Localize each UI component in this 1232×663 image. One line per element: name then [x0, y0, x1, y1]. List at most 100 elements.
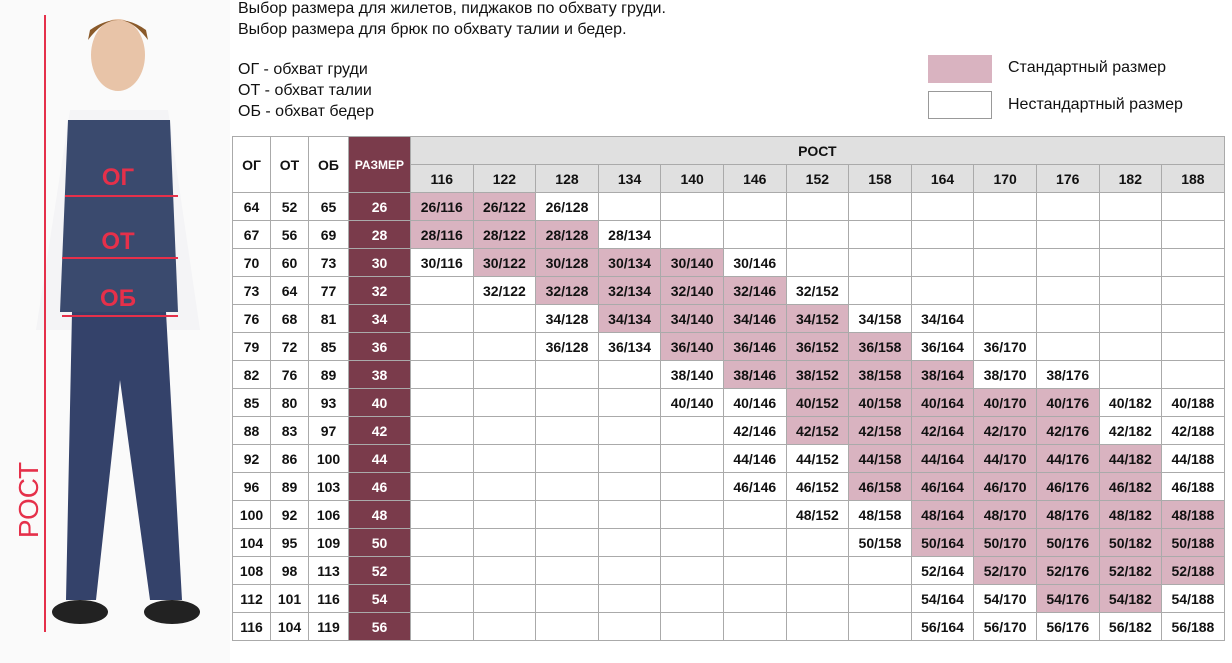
size-height-cell	[1161, 192, 1225, 221]
size-table: ОГ ОТ ОБ РАЗМЕР РОСТ 116 122 128 134 140 146 152 158…	[232, 136, 1225, 641]
size-cell: 40	[348, 388, 411, 417]
height-value: 146	[722, 164, 787, 193]
table-row: 108 98 113 52 52/164 52/170 52/176 52/182 52/188	[232, 556, 1225, 585]
size-height-cell	[472, 304, 537, 333]
size-height-cell: 32/122	[472, 276, 537, 305]
size-cell: 42	[348, 416, 411, 445]
size-height-cell	[1098, 276, 1163, 305]
measure-cell: 104	[270, 612, 309, 641]
size-cell: 46	[348, 472, 411, 501]
size-height-cell	[722, 584, 787, 613]
size-height-cell: 50/170	[973, 528, 1037, 557]
size-height-cell	[535, 360, 599, 389]
size-height-cell: 48/188	[1161, 500, 1225, 529]
measure-cell: 68	[270, 304, 309, 333]
abbreviation: ОБ - обхват бедер	[238, 103, 374, 120]
size-height-cell: 42/158	[848, 416, 912, 445]
measure-cell: 92	[232, 444, 271, 473]
size-height-cell	[472, 416, 537, 445]
size-height-cell: 40/182	[1098, 388, 1163, 417]
measure-cell: 65	[308, 192, 349, 221]
size-height-cell	[660, 220, 724, 249]
size-height-cell: 40/170	[973, 388, 1037, 417]
size-cell: 32	[348, 276, 411, 305]
size-height-cell	[472, 444, 537, 473]
height-value: 152	[785, 164, 850, 193]
measure-cell: 77	[308, 276, 349, 305]
height-value: 116	[410, 164, 474, 193]
size-height-cell: 56/170	[973, 612, 1037, 641]
size-height-cell	[472, 472, 537, 501]
size-height-cell: 48/182	[1098, 500, 1163, 529]
trousers	[66, 312, 182, 600]
size-height-cell: 32/134	[597, 276, 662, 305]
table-row: 79 72 85 36 36/128 36/134 36/140 36/146 36/152 36…	[232, 332, 1225, 361]
table-row: ОГ ОТ ОБ РАЗМЕР РОСТ	[232, 136, 1225, 193]
size-cell: 56	[348, 612, 411, 641]
measure-cell: 112	[232, 584, 271, 613]
measure-cell: 67	[232, 220, 271, 249]
measure-cell: 97	[308, 416, 349, 445]
size-height-cell	[472, 584, 537, 613]
size-height-cell: 42/176	[1035, 416, 1100, 445]
measure-cell: 70	[232, 248, 271, 277]
size-height-cell	[973, 220, 1037, 249]
size-height-cell: 38/164	[910, 360, 975, 389]
table-row: 73 64 77 32 32/122 32/128 32/134 32/140 32/146 32…	[232, 276, 1225, 305]
size-height-cell	[410, 472, 474, 501]
column-header: ОБ	[308, 136, 349, 193]
size-height-cell: 54/188	[1161, 584, 1225, 613]
size-cell: 52	[348, 556, 411, 585]
height-value: 170	[973, 164, 1037, 193]
size-height-cell: 54/182	[1098, 584, 1163, 613]
table-row: 96 89 103 46 46/146 46/152 46/158 46/164 46/170 4…	[232, 472, 1225, 501]
size-height-cell	[1035, 332, 1100, 361]
size-height-cell: 28/116	[410, 220, 474, 249]
measure-cell: 86	[270, 444, 309, 473]
size-height-cell: 54/170	[973, 584, 1037, 613]
size-height-cell	[660, 416, 724, 445]
size-height-cell: 32/140	[660, 276, 724, 305]
size-height-cell: 36/146	[722, 332, 787, 361]
size-cell: 36	[348, 332, 411, 361]
size-height-cell	[597, 360, 662, 389]
size-height-cell: 48/176	[1035, 500, 1100, 529]
size-height-cell	[785, 556, 850, 585]
measure-cell: 76	[232, 304, 271, 333]
size-cell: 48	[348, 500, 411, 529]
table-row: 116 122 128 134 140 146 152 158 164 170 176 182 188	[233, 164, 1225, 193]
size-height-cell	[910, 276, 975, 305]
size-height-cell: 34/164	[910, 304, 975, 333]
size-height-cell: 46/188	[1161, 472, 1225, 501]
size-height-cell: 32/152	[785, 276, 850, 305]
size-height-cell: 44/146	[722, 444, 787, 473]
size-height-cell: 36/140	[660, 332, 724, 361]
measure-cell: 85	[308, 332, 349, 361]
legend-swatch	[928, 91, 992, 119]
size-height-cell	[597, 584, 662, 613]
size-height-cell: 36/152	[785, 332, 850, 361]
size-height-cell: 34/146	[722, 304, 787, 333]
measure-cell: 108	[232, 556, 271, 585]
size-height-cell: 26/122	[472, 192, 537, 221]
size-height-cell: 30/134	[597, 248, 662, 277]
size-height-cell	[660, 472, 724, 501]
size-height-cell	[535, 528, 599, 557]
size-cell: 28	[348, 220, 411, 249]
size-height-cell	[535, 444, 599, 473]
size-height-cell	[848, 612, 912, 641]
measure-cell: 113	[308, 556, 349, 585]
table-row: 92 86 100 44 44/146 44/152 44/158 44/164 44/170 4…	[232, 444, 1225, 473]
size-height-cell	[1035, 304, 1100, 333]
size-height-cell	[472, 612, 537, 641]
size-height-cell	[1161, 304, 1225, 333]
size-height-cell	[597, 416, 662, 445]
size-height-cell	[910, 220, 975, 249]
size-height-cell: 42/152	[785, 416, 850, 445]
size-height-cell	[1161, 332, 1225, 361]
size-height-cell: 44/152	[785, 444, 850, 473]
size-height-cell	[848, 192, 912, 221]
size-height-cell	[1098, 332, 1163, 361]
size-height-cell	[472, 360, 537, 389]
size-height-cell	[1161, 248, 1225, 277]
